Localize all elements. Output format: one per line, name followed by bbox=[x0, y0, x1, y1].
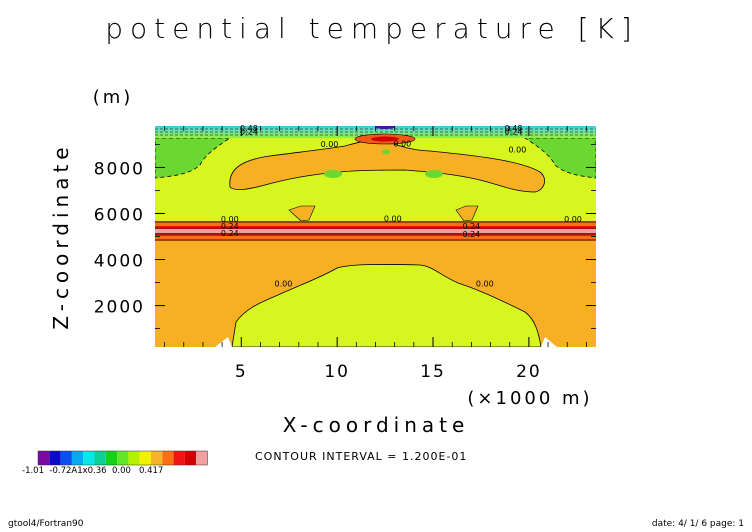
colorbar-swatch bbox=[49, 451, 61, 465]
colorbar-swatch bbox=[173, 451, 185, 465]
field-green-right bbox=[523, 137, 596, 179]
colorbar-label-text: -1.01 -0.72A1x0.36 0.00 0.417 bbox=[22, 466, 163, 476]
y-axis-unit: (m) bbox=[93, 87, 134, 108]
y-tick-label: 6000 bbox=[94, 205, 145, 225]
y-tick-label: 8000 bbox=[94, 159, 145, 179]
x-axis: 5 10 15 20 bbox=[164, 126, 587, 382]
contour-label: 0.00 bbox=[564, 215, 582, 224]
contour-label: 0.00 bbox=[384, 215, 402, 224]
y-tick-label: 2000 bbox=[94, 298, 145, 318]
y-axis: 2000 4000 6000 8000 bbox=[94, 144, 596, 329]
field-green-island-top bbox=[382, 149, 390, 155]
chart-title: potential temperature [K] bbox=[105, 12, 639, 45]
colorbar-swatch bbox=[71, 451, 84, 465]
footer-left: gtool4/Fortran90 bbox=[8, 519, 84, 529]
colorbar-swatch bbox=[60, 451, 72, 465]
field-orange-bump-left bbox=[288, 205, 316, 222]
x-tick-label: 15 bbox=[420, 362, 446, 382]
contour-label: 0.48 bbox=[240, 124, 258, 133]
contour-label: 0.24 bbox=[221, 229, 239, 238]
field-top-red-core bbox=[371, 136, 399, 142]
contour-label: 0.00 bbox=[275, 280, 293, 289]
colorbar-swatch bbox=[128, 451, 140, 465]
x-tick-label: 5 bbox=[235, 362, 248, 382]
field-orange-bump-right bbox=[455, 205, 479, 222]
field-white-corner-left bbox=[215, 337, 232, 347]
contour-labels: 0.480.24 0.480.240.00 0.000.000.00 0.00 0.00… bbox=[221, 124, 582, 289]
field-green-island-right bbox=[425, 170, 443, 178]
x-tick-label: 20 bbox=[516, 362, 542, 382]
field-mid-band-core bbox=[155, 229, 596, 233]
colorbar-swatch bbox=[83, 451, 95, 465]
colorbar-swatch bbox=[105, 451, 118, 465]
field-green-left bbox=[155, 137, 232, 179]
colorbar-swatch bbox=[117, 451, 129, 465]
field-green-island-left bbox=[324, 170, 342, 178]
colorbar-swatch bbox=[196, 451, 208, 465]
contour-label: 0.00 bbox=[321, 140, 339, 149]
contour-label: 0.00 bbox=[508, 145, 526, 154]
contour-label: 0.24 bbox=[221, 222, 239, 231]
y-axis-label: Z-coordinate bbox=[49, 142, 73, 329]
contour-label: 0.00 bbox=[476, 280, 494, 289]
colorbar-swatch bbox=[151, 451, 163, 465]
x-tick-label: 10 bbox=[324, 362, 350, 382]
colorbar-swatch bbox=[184, 451, 197, 465]
field-white-corner-right bbox=[541, 337, 557, 347]
contour-interval: CONTOUR INTERVAL = 1.200E-01 bbox=[255, 450, 467, 463]
colorbar-swatch bbox=[38, 451, 50, 465]
contour-label: 0.24 bbox=[462, 222, 480, 231]
footer-right: date: 4/ 1/ 6 page: 1 bbox=[652, 519, 744, 529]
contour-label: 0.00 bbox=[221, 215, 239, 224]
contour-label: 0.48 bbox=[505, 124, 523, 133]
colorbar-swatch bbox=[94, 451, 106, 465]
colorbar bbox=[37, 450, 208, 466]
colorbar-swatch bbox=[162, 451, 174, 465]
plot-area bbox=[155, 126, 596, 347]
y-tick-label: 4000 bbox=[94, 252, 145, 272]
contour-label: 0.24 bbox=[505, 128, 523, 137]
field-upper-yellow bbox=[155, 134, 596, 221]
contour-label: 0.00 bbox=[393, 139, 411, 148]
x-axis-unit: (×1000 m) bbox=[467, 388, 592, 409]
field-lower-yellow-dome bbox=[231, 264, 542, 347]
colorbar-frame bbox=[37, 450, 208, 466]
contour-label: 0.24 bbox=[240, 128, 258, 137]
x-axis-label: X-coordinate bbox=[283, 413, 470, 437]
contour-label: 0.24 bbox=[462, 230, 480, 239]
colorbar-swatch bbox=[139, 451, 151, 465]
field-top-purple-core bbox=[375, 126, 395, 129]
